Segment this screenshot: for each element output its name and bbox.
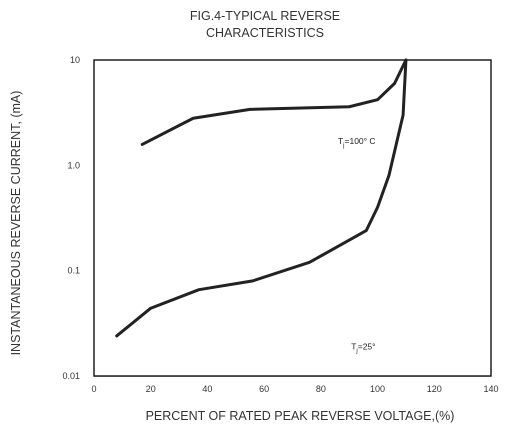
annotations: Tj=100° CTj=25°	[295, 133, 382, 355]
chart-title-line-1: FIG.4-TYPICAL REVERSE	[190, 9, 340, 23]
plot-frame	[93, 59, 492, 377]
x-tick-label: 100	[370, 384, 385, 394]
plot-border	[93, 59, 492, 377]
y-axis-label: INSTANTANEOUS REVERSE CURRENT, (mA)	[9, 91, 23, 356]
chart-title: FIG.4-TYPICAL REVERSE CHARACTERISTICS	[190, 9, 340, 40]
annotation-background	[295, 133, 382, 149]
x-tick-label: 80	[316, 384, 326, 394]
annotation-subscript: j	[355, 349, 357, 355]
plot-area	[94, 60, 491, 376]
x-axis-label: PERCENT OF RATED PEAK REVERSE VOLTAGE,(%…	[146, 409, 455, 423]
x-tick-label: 140	[483, 384, 498, 394]
y-tick-label: 10	[70, 55, 80, 65]
y-tick-label: 1.0	[67, 160, 80, 170]
annotation-label: Tj=25°	[351, 342, 375, 355]
annotation-subscript: j	[342, 143, 344, 149]
series-line-2	[115, 58, 408, 338]
tick-labels: 0 20 40 60 80 100 120 140 0.01 0.1 1.0 10	[62, 55, 498, 394]
x-tick-label: 40	[202, 384, 212, 394]
annotation-value: =25°	[358, 342, 376, 352]
y-tick-label: 0.01	[62, 371, 80, 381]
chart-title-line-2: CHARACTERISTICS	[206, 26, 324, 40]
series-lines	[115, 58, 408, 338]
x-tick-label: 20	[146, 384, 156, 394]
annotation-symbol: T	[351, 342, 356, 352]
annotation-label: Tj=100° C	[338, 136, 376, 149]
annotation-value: =100° C	[345, 136, 376, 146]
x-tick-label: 120	[427, 384, 442, 394]
annotation-symbol: T	[338, 136, 343, 146]
x-tick-label: 60	[259, 384, 269, 394]
series-line-1	[140, 58, 408, 146]
x-tick-label: 0	[91, 384, 96, 394]
y-tick-label: 0.1	[67, 266, 80, 276]
annotation-background	[295, 338, 382, 354]
